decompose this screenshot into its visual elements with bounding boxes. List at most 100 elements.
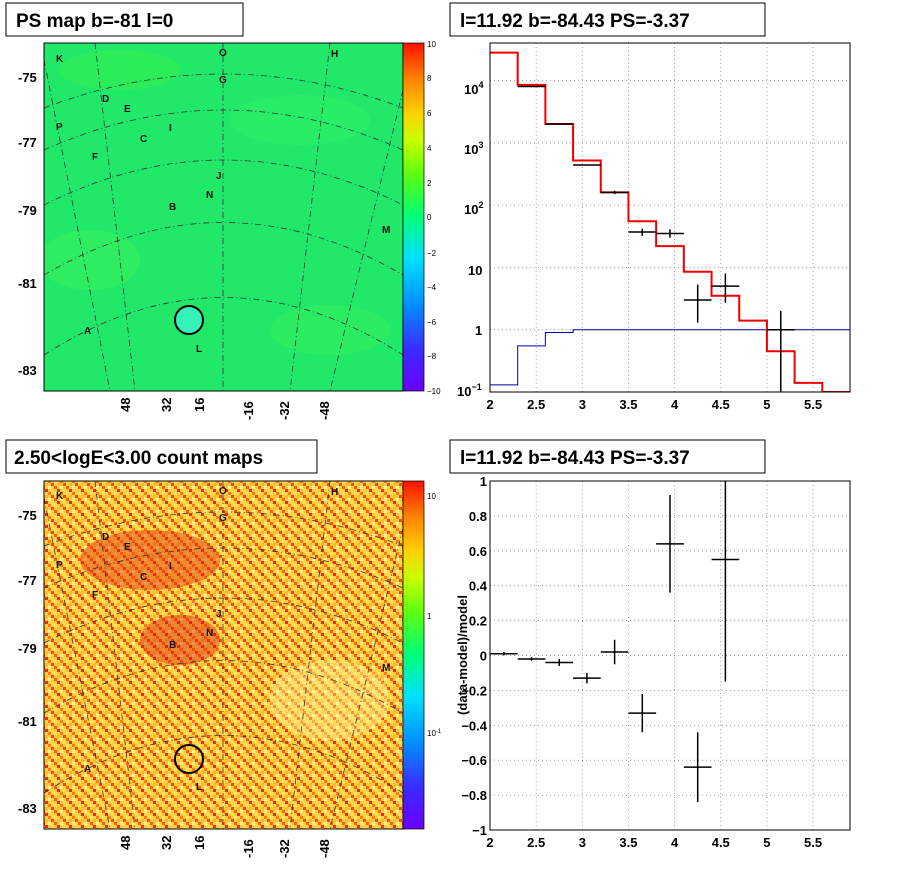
source-label-o: O	[219, 486, 227, 497]
source-label-j: J	[216, 609, 222, 620]
residual-data-point	[573, 672, 601, 684]
source-label-j: J	[216, 171, 222, 182]
colorbar-tick: −2	[427, 249, 437, 258]
source-label-b: B	[169, 640, 176, 651]
spectrum-data-point	[711, 273, 740, 303]
y-tick-1e2: 102	[464, 200, 483, 217]
y-tick: -79	[18, 203, 37, 218]
count-map-source-labels: K O H G D E P C I F J N B M A L	[56, 486, 390, 793]
y-tick: −0.6	[461, 753, 487, 768]
source-label-l: L	[196, 344, 202, 355]
ps-map-grid	[44, 43, 403, 391]
colorbar-tick: −10	[427, 387, 441, 396]
colorbar-tick: −8	[427, 352, 437, 361]
x-tick: 16	[192, 836, 207, 850]
spectrum-data-point	[766, 310, 795, 392]
residual-data-point	[517, 657, 546, 661]
y-tick-1e3: 103	[464, 140, 483, 157]
colorbar-tick: 1	[427, 612, 432, 621]
spectrum-data-point	[628, 228, 657, 236]
y-tick: 0.6	[469, 544, 487, 559]
spectrum-data-point	[656, 229, 684, 238]
colorbar-tick: 0	[427, 213, 432, 222]
residuals-title: l=11.92 b=-84.43 PS=-3.37	[460, 448, 690, 469]
source-label-f: F	[92, 152, 98, 163]
ps-map-colorbar	[402, 42, 425, 392]
x-tick: 4	[671, 397, 679, 412]
y-tick: -81	[18, 276, 37, 291]
residuals-y-label: (data-model)/model	[455, 595, 470, 715]
ps-map-panel: PS map b=-81 l=0 K O H G	[5, 2, 441, 420]
count-map-grid	[44, 481, 403, 829]
colorbar-tick: 10	[427, 492, 436, 501]
spectrum-data-point	[683, 284, 712, 323]
ps-map-bright-spot	[176, 306, 204, 334]
spectrum-plot-area	[490, 43, 850, 392]
residuals-panel: l=11.92 b=-84.43 PS=-3.37 2 2.5 3 3.5 4 4.5 5 5…	[449, 439, 851, 850]
residual-data-point	[656, 494, 684, 593]
source-label-c: C	[140, 572, 147, 583]
x-tick: -32	[277, 401, 292, 420]
source-label-a: A	[84, 764, 91, 775]
source-label-g: G	[219, 513, 227, 524]
x-tick: -16	[241, 401, 256, 420]
residuals-data-series	[490, 481, 740, 803]
colorbar-tick: 4	[427, 144, 432, 153]
y-tick: -79	[18, 641, 37, 656]
residual-data-point	[490, 652, 518, 656]
ps-map-source-circle	[174, 305, 204, 335]
colorbar-tick: 8	[427, 74, 432, 83]
y-tick: -81	[18, 714, 37, 729]
count-map-texture	[80, 530, 390, 740]
y-tick: −0.8	[461, 788, 487, 803]
x-tick: 5.5	[804, 835, 822, 850]
colorbar-tick: −4	[427, 283, 437, 292]
x-tick: 5	[763, 397, 770, 412]
y-tick: −1	[472, 823, 487, 838]
source-label-i: I	[169, 561, 172, 572]
x-tick: 2	[486, 397, 493, 412]
source-label-b: B	[169, 202, 176, 213]
x-tick: 2.5	[527, 397, 545, 412]
source-label-k: K	[56, 491, 64, 502]
x-tick: 48	[118, 836, 133, 850]
spectrum-data-series	[517, 85, 795, 392]
x-tick: 4.5	[712, 835, 730, 850]
source-label-m: M	[382, 225, 390, 236]
ps-map-title: PS map b=-81 l=0	[16, 11, 173, 32]
source-label-h: H	[331, 49, 338, 60]
ps-map-y-ticks: -75 -77 -79 -81 -83	[18, 70, 37, 378]
y-tick: −0.4	[461, 718, 487, 733]
residual-data-point	[600, 639, 629, 665]
residual-data-point	[711, 481, 740, 682]
x-tick: 3	[579, 397, 586, 412]
residual-data-point	[683, 732, 712, 803]
x-tick: -48	[317, 401, 332, 420]
x-tick: 48	[118, 398, 133, 412]
source-label-c: C	[140, 134, 147, 145]
source-label-o: O	[219, 48, 227, 59]
spectrum-title: l=11.92 b=-84.43 PS=-3.37	[460, 11, 690, 32]
x-tick: 3.5	[619, 835, 637, 850]
x-tick: 2	[486, 835, 493, 850]
y-tick: 0.8	[469, 509, 487, 524]
residual-data-point	[545, 658, 574, 666]
count-map-colorbar	[402, 480, 425, 830]
count-map-colorbar-ticks: 10 1 10-1	[427, 492, 442, 738]
residuals-x-ticks: 2 2.5 3 3.5 4 4.5 5 5.5	[486, 835, 822, 850]
spectrum-y-ticks: 104 103 102 10 1 10−1	[457, 80, 483, 399]
y-tick: 0	[480, 649, 487, 664]
y-tick: 0.2	[469, 614, 487, 629]
source-label-p: P	[56, 560, 63, 571]
source-label-f: F	[92, 590, 98, 601]
source-label-p: P	[56, 122, 63, 133]
count-map-panel: 2.50<logE<3.00 count maps K O H G D	[5, 439, 442, 858]
ps-map-colorbar-ticks: 10 8 6 4 2 0 −2 −4 −6 −8 −10	[427, 40, 441, 396]
x-tick: 5	[763, 835, 770, 850]
y-tick-1: 1	[475, 323, 482, 338]
x-tick: -48	[317, 839, 332, 858]
spectrum-panel: l=11.92 b=-84.43 PS=-3.37 2 2.5 3 3.5 4 4.5 5 5…	[449, 2, 851, 412]
y-tick: -83	[18, 801, 37, 816]
source-label-i: I	[169, 123, 172, 134]
